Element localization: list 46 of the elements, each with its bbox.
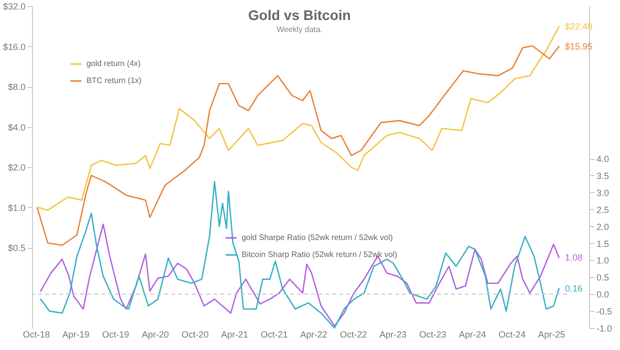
y2-tick-label: 3.5 [596,170,610,181]
line-series [36,26,560,211]
chart-title: Gold vs Bitcoin [248,7,351,23]
legend-label: gold return (4x) [86,59,142,68]
x-tick-label: Oct-21 [260,330,288,340]
y2-tick-label: 2.0 [596,222,610,232]
data-label: $15.95 [564,41,592,52]
x-tick-label: Oct-23 [419,330,446,340]
y-tick-label: $4.0 [8,122,26,132]
x-tick-label: Oct-19 [102,330,130,340]
x-tick-label: Apr-23 [379,330,407,340]
y-tick-label: $16.0 [2,42,26,52]
legend-label: gold Sharpe Ratio (52wk return / 52wk vol) [242,232,394,242]
y2-tick-label: -1.0 [596,324,612,334]
y2-tick-label: -0.5 [596,306,612,317]
y-tick-label: $0.5 [8,243,26,253]
x-tick-label: Apr-22 [300,330,328,340]
y2-tick-label: 0.0 [596,290,610,300]
y-tick-label: $32.0 [2,2,26,12]
y-tick-label: $8.0 [8,82,26,92]
y2-tick-label: 2.5 [596,204,610,215]
data-label: 0.16 [564,284,582,294]
y2-tick-label: 1.5 [596,238,610,249]
x-tick-label: Oct-24 [498,330,526,340]
line-series [40,180,560,329]
y2-tick-label: 1.0 [596,256,610,266]
x-tick-label: Apr-21 [221,330,248,340]
x-tick-label: Apr-19 [62,330,90,340]
y2-tick-label: 3.0 [596,188,610,198]
x-tick-label: Oct-22 [340,330,368,340]
line-series [36,45,560,246]
data-label: 1.08 [564,252,582,262]
y2-tick-label: 4.0 [596,154,610,164]
legend-label: Bitcoin Sharp Ratio (52wk return / 52wk vol) [242,250,398,259]
text: Weekly data. [276,25,323,34]
line-series [40,224,560,327]
data-label: $22.48 [564,22,592,32]
x-tick-label: Apr-20 [142,330,169,340]
y2-tick-label: 0.5 [596,272,610,283]
x-tick-label: Oct-20 [182,330,209,340]
x-tick-label: Apr-25 [538,330,566,340]
legend-label: BTC return (1x) [86,76,142,86]
x-tick-label: Oct-18 [22,330,50,340]
y-tick-label: $2.0 [8,162,26,172]
y-tick-label: $1.0 [8,202,26,213]
x-tick-label: Apr-24 [458,330,486,340]
